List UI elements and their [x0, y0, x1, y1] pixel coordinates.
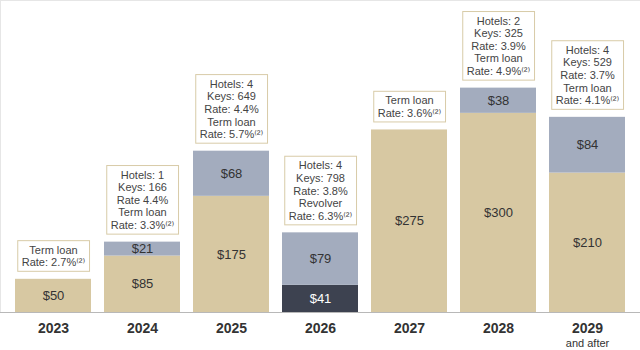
- svg-text:Hotels: 2Keys: 325Rate: 3.9%Te: Hotels: 2Keys: 325Rate: 3.9%Term loanRat…: [467, 15, 531, 78]
- svg-text:2029: 2029: [572, 320, 603, 336]
- svg-text:2023: 2023: [38, 320, 69, 336]
- svg-text:$275: $275: [395, 213, 424, 228]
- svg-text:Hotels: 4Keys: 529Rate: 3.7%Te: Hotels: 4Keys: 529Rate: 3.7%Term loanRat…: [556, 44, 620, 107]
- svg-text:$41: $41: [310, 291, 332, 306]
- svg-text:$300: $300: [484, 205, 513, 220]
- svg-text:and after: and after: [566, 337, 610, 349]
- svg-text:$21: $21: [132, 241, 154, 256]
- svg-text:Term loanRate: 3.6%⁽²⁾: Term loanRate: 3.6%⁽²⁾: [378, 94, 442, 119]
- svg-text:$175: $175: [217, 247, 246, 262]
- svg-text:$210: $210: [573, 235, 602, 250]
- svg-text:$85: $85: [132, 276, 154, 291]
- svg-text:$68: $68: [221, 166, 243, 181]
- svg-text:$50: $50: [43, 288, 65, 303]
- svg-text:$84: $84: [577, 137, 599, 152]
- svg-text:$79: $79: [310, 251, 332, 266]
- svg-text:$38: $38: [488, 93, 510, 108]
- svg-text:Hotels: 4Keys: 649Rate: 4.4%Te: Hotels: 4Keys: 649Rate: 4.4%Term loanRat…: [200, 78, 264, 141]
- svg-text:2027: 2027: [394, 320, 425, 336]
- svg-text:2025: 2025: [216, 320, 247, 336]
- svg-text:Hotels: 4Keys: 798Rate: 3.8%Re: Hotels: 4Keys: 798Rate: 3.8%RevolverRate…: [289, 159, 353, 222]
- svg-text:Hotels: 1Keys: 166Rate 4.4%Ter: Hotels: 1Keys: 166Rate 4.4%Term loanRate…: [111, 169, 175, 232]
- svg-text:2028: 2028: [483, 320, 514, 336]
- svg-text:2026: 2026: [305, 320, 336, 336]
- svg-text:2024: 2024: [127, 320, 158, 336]
- svg-text:Term loanRate: 2.7%⁽²⁾: Term loanRate: 2.7%⁽²⁾: [22, 244, 86, 269]
